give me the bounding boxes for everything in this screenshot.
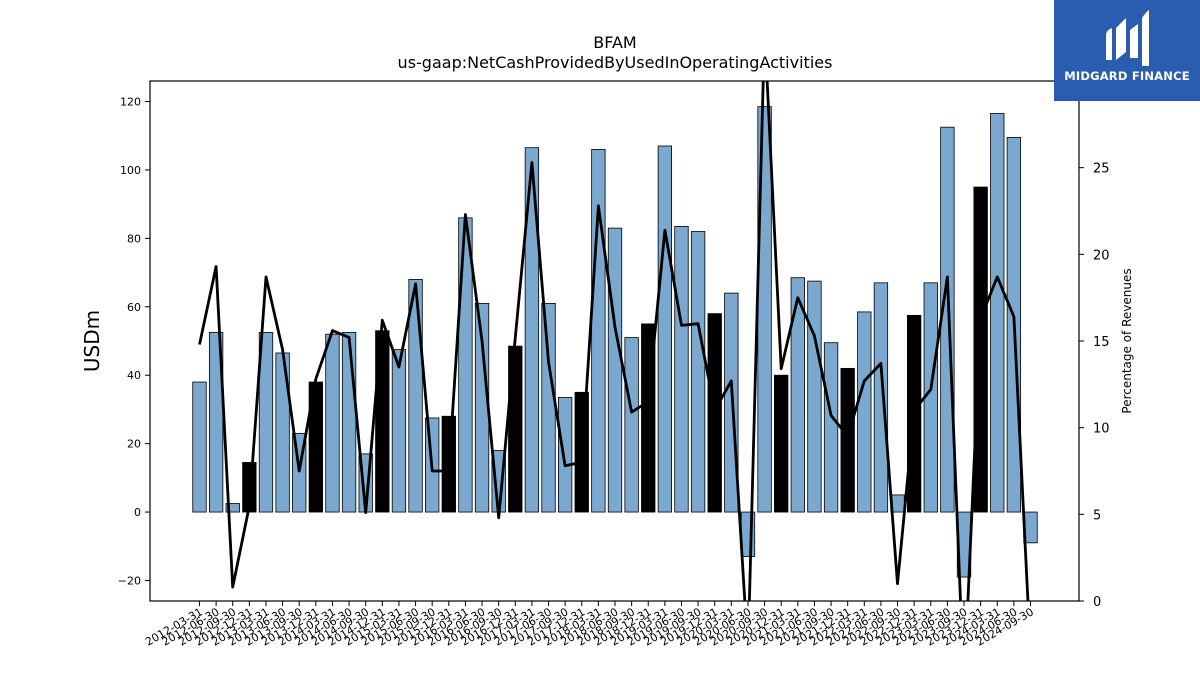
y-tick-label: 60 bbox=[127, 301, 141, 314]
bar-2015-06-30 bbox=[408, 279, 423, 513]
bar-2018-03-31 bbox=[591, 149, 606, 513]
bar-2017-03-31 bbox=[524, 147, 540, 513]
bar-2016-12-31 bbox=[508, 345, 523, 513]
brand-logo: MIDGARD FINANCE bbox=[1054, 0, 1200, 101]
bar-2024-03-31 bbox=[990, 113, 1005, 513]
bar-2023-06-30 bbox=[940, 126, 955, 513]
brand-name: MIDGARD FINANCE bbox=[1064, 69, 1190, 83]
chart-subtitle: us-gaap:NetCashProvidedByUsedInOperating… bbox=[398, 53, 833, 72]
bar-2016-03-31 bbox=[458, 217, 473, 513]
bar-2014-03-31 bbox=[325, 333, 340, 513]
bar-series bbox=[192, 106, 1038, 578]
x-axis: 2012-03-312012-06-302012-09-302012-12-31… bbox=[143, 601, 1036, 649]
y-axis-label: USDm bbox=[80, 310, 104, 372]
line-series bbox=[198, 81, 1030, 601]
bar-2018-06-30 bbox=[607, 227, 623, 513]
bar-2012-03-31 bbox=[192, 381, 207, 513]
bar-2019-12-31 bbox=[707, 313, 722, 513]
y-tick-label: 100 bbox=[120, 164, 141, 177]
bar-2021-09-30 bbox=[823, 342, 839, 513]
y-tick-label: 80 bbox=[127, 232, 141, 245]
y-tick-label: 20 bbox=[127, 438, 141, 451]
midgard-logo-icon bbox=[1106, 10, 1149, 66]
y-tick-label: 40 bbox=[127, 369, 141, 382]
bar-2014-12-31 bbox=[375, 330, 390, 513]
y2-tick-label: 10 bbox=[1093, 422, 1110, 437]
percentage-line bbox=[198, 81, 1030, 601]
y2-tick-label: 25 bbox=[1093, 162, 1110, 177]
bar-2017-09-30 bbox=[557, 397, 573, 513]
bar-2022-06-30 bbox=[873, 282, 889, 513]
bar-2021-12-31 bbox=[840, 367, 855, 513]
bar-2023-12-31 bbox=[973, 186, 988, 513]
bar-2021-03-31 bbox=[790, 277, 805, 513]
bar-2015-03-31 bbox=[391, 349, 407, 513]
y2-tick-label: 5 bbox=[1093, 508, 1101, 523]
chart-title: BFAM bbox=[593, 33, 636, 52]
bar-2012-09-30 bbox=[225, 503, 240, 513]
y-axis: −20 0 20 40 60 80 100 120 bbox=[118, 96, 150, 587]
bar-2017-06-30 bbox=[541, 302, 556, 513]
bar-2018-09-30 bbox=[624, 337, 639, 513]
y-tick-label: 120 bbox=[120, 96, 141, 109]
y2-tick-label: 0 bbox=[1093, 595, 1101, 610]
y2-axis-label: Percentage of Revenues bbox=[1120, 268, 1134, 413]
bar-2022-03-31 bbox=[857, 311, 872, 513]
y2-tick-label: 15 bbox=[1093, 335, 1110, 350]
y2-axis: 051015202530 bbox=[1079, 75, 1110, 610]
bar-2019-06-30 bbox=[674, 225, 689, 513]
bar-2014-06-30 bbox=[341, 332, 357, 513]
bar-2021-06-30 bbox=[807, 280, 822, 513]
y-tick-label: 0 bbox=[134, 506, 141, 519]
y-tick-label: −20 bbox=[118, 574, 141, 587]
bar-2019-03-31 bbox=[657, 145, 673, 513]
y2-tick-label: 20 bbox=[1093, 248, 1110, 263]
bar-2013-03-31 bbox=[258, 332, 274, 513]
bar-2020-12-31 bbox=[774, 374, 789, 513]
bar-2019-09-30 bbox=[690, 231, 706, 513]
